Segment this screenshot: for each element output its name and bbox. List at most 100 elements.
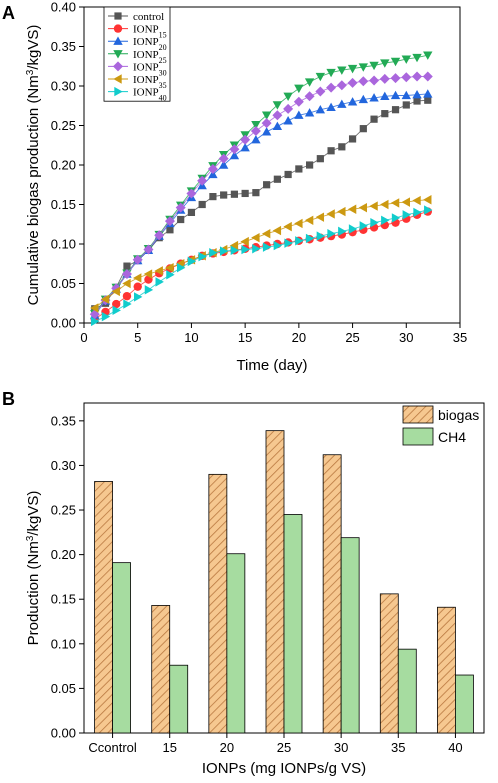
data-point <box>390 198 400 208</box>
data-point <box>412 195 421 206</box>
data-point <box>252 244 261 254</box>
data-point <box>379 73 390 84</box>
data-point <box>381 110 389 118</box>
data-point <box>347 97 358 106</box>
data-point <box>284 238 293 248</box>
panel-b-bars <box>94 430 474 734</box>
x-tick-label: 0 <box>80 330 87 345</box>
y-tick-label: 0.10 <box>51 237 76 252</box>
panel-a-label: A <box>2 3 15 23</box>
y-tick-label: 0.00 <box>51 316 76 331</box>
legend-marker <box>113 24 123 33</box>
data-point <box>133 282 142 291</box>
x-tick-label: 40 <box>448 740 462 755</box>
data-point <box>316 231 326 241</box>
data-point <box>283 116 293 125</box>
x-tick-label: 20 <box>292 330 306 345</box>
data-point <box>143 244 154 255</box>
data-point <box>347 64 358 74</box>
panel-b-ticks: 0.00 0.05 0.10 0.15 0.20 0.25 0.30 0.35 Ccontrol… <box>51 413 463 755</box>
data-point <box>111 286 120 297</box>
data-point <box>337 206 346 217</box>
y-tick-label: 0.30 <box>51 79 76 94</box>
data-point <box>338 226 347 237</box>
data-point <box>359 221 369 231</box>
y-tick-label: 0.30 <box>51 458 76 473</box>
data-point <box>402 101 410 109</box>
legend-marker <box>113 74 122 84</box>
data-point <box>424 205 433 215</box>
panel-b-y-axis-label: Production (Nm3/kgVS) <box>25 491 43 646</box>
data-point <box>424 96 432 104</box>
data-point <box>305 233 315 244</box>
data-point <box>186 188 197 199</box>
x-tick-label: 30 <box>399 330 413 345</box>
data-point <box>315 86 326 97</box>
data-point <box>198 200 206 209</box>
y-tick-label: 0.40 <box>51 0 76 15</box>
data-point <box>295 165 303 173</box>
data-point <box>144 285 154 295</box>
data-point <box>283 103 294 114</box>
data-point <box>402 210 411 220</box>
data-point <box>207 163 218 174</box>
data-point <box>412 53 422 63</box>
data-point <box>272 225 282 236</box>
data-point <box>294 110 304 119</box>
data-point <box>294 218 303 229</box>
data-point <box>112 305 121 316</box>
data-point <box>273 175 281 183</box>
data-point <box>134 292 143 302</box>
data-point <box>229 144 240 155</box>
bar-biogas <box>151 605 171 734</box>
data-point <box>154 230 165 241</box>
data-point <box>348 135 357 143</box>
x-tick-label: Ccontrol <box>88 740 137 755</box>
panel-b-bar-chart: B 0.00 0.05 0.10 0.15 0.20 0.25 0.30 0.35 Ccontr… <box>2 389 485 777</box>
data-point <box>91 316 100 327</box>
data-point <box>294 84 304 94</box>
data-point <box>177 215 185 224</box>
data-point <box>197 175 208 186</box>
data-point <box>423 51 433 60</box>
bar-ch4 <box>455 674 474 734</box>
data-point <box>369 75 380 86</box>
legend-swatch <box>402 427 434 446</box>
data-point <box>241 189 249 198</box>
data-point <box>165 263 174 273</box>
y-tick-label: 0.10 <box>51 636 76 651</box>
data-point <box>155 277 164 287</box>
data-point <box>370 217 379 228</box>
data-point <box>326 68 336 78</box>
data-point <box>101 311 111 322</box>
legend-marker <box>113 36 123 45</box>
legend-entry: control <box>133 11 164 23</box>
data-point <box>326 102 336 112</box>
panel-a-line-chart: A 0 5 10 15 20 25 30 35 0.00 0.05 0.10 0.15 0.20 0.25… <box>2 0 467 374</box>
data-point <box>337 99 347 108</box>
panel-a-ticks: 0 5 10 15 20 25 30 35 0.00 0.05 0.10 0.15 0.20 0.25 0.… <box>51 0 468 345</box>
data-point <box>164 216 175 227</box>
data-point <box>261 118 272 129</box>
bar-biogas <box>208 473 228 734</box>
data-point <box>401 55 411 64</box>
data-point <box>272 110 283 121</box>
panel-a-legend: controlIONP15IONP20IONP25IONP30IONP35ION… <box>103 6 171 102</box>
data-point <box>390 90 401 100</box>
y-tick-label: 0.15 <box>51 592 76 607</box>
y-tick-label: 0.25 <box>51 118 76 133</box>
panel-a-x-axis-label: Time (day) <box>236 357 307 374</box>
data-point <box>336 80 347 91</box>
x-tick-label: 15 <box>238 330 252 345</box>
data-point <box>133 273 142 283</box>
data-point <box>198 251 207 262</box>
legend-marker <box>113 61 123 72</box>
bar-ch4 <box>169 664 189 734</box>
data-point <box>175 202 186 213</box>
data-point <box>240 142 250 152</box>
data-point <box>306 161 314 169</box>
data-point <box>412 89 422 99</box>
data-point <box>252 189 260 197</box>
data-point <box>219 246 229 256</box>
data-point <box>304 91 315 102</box>
